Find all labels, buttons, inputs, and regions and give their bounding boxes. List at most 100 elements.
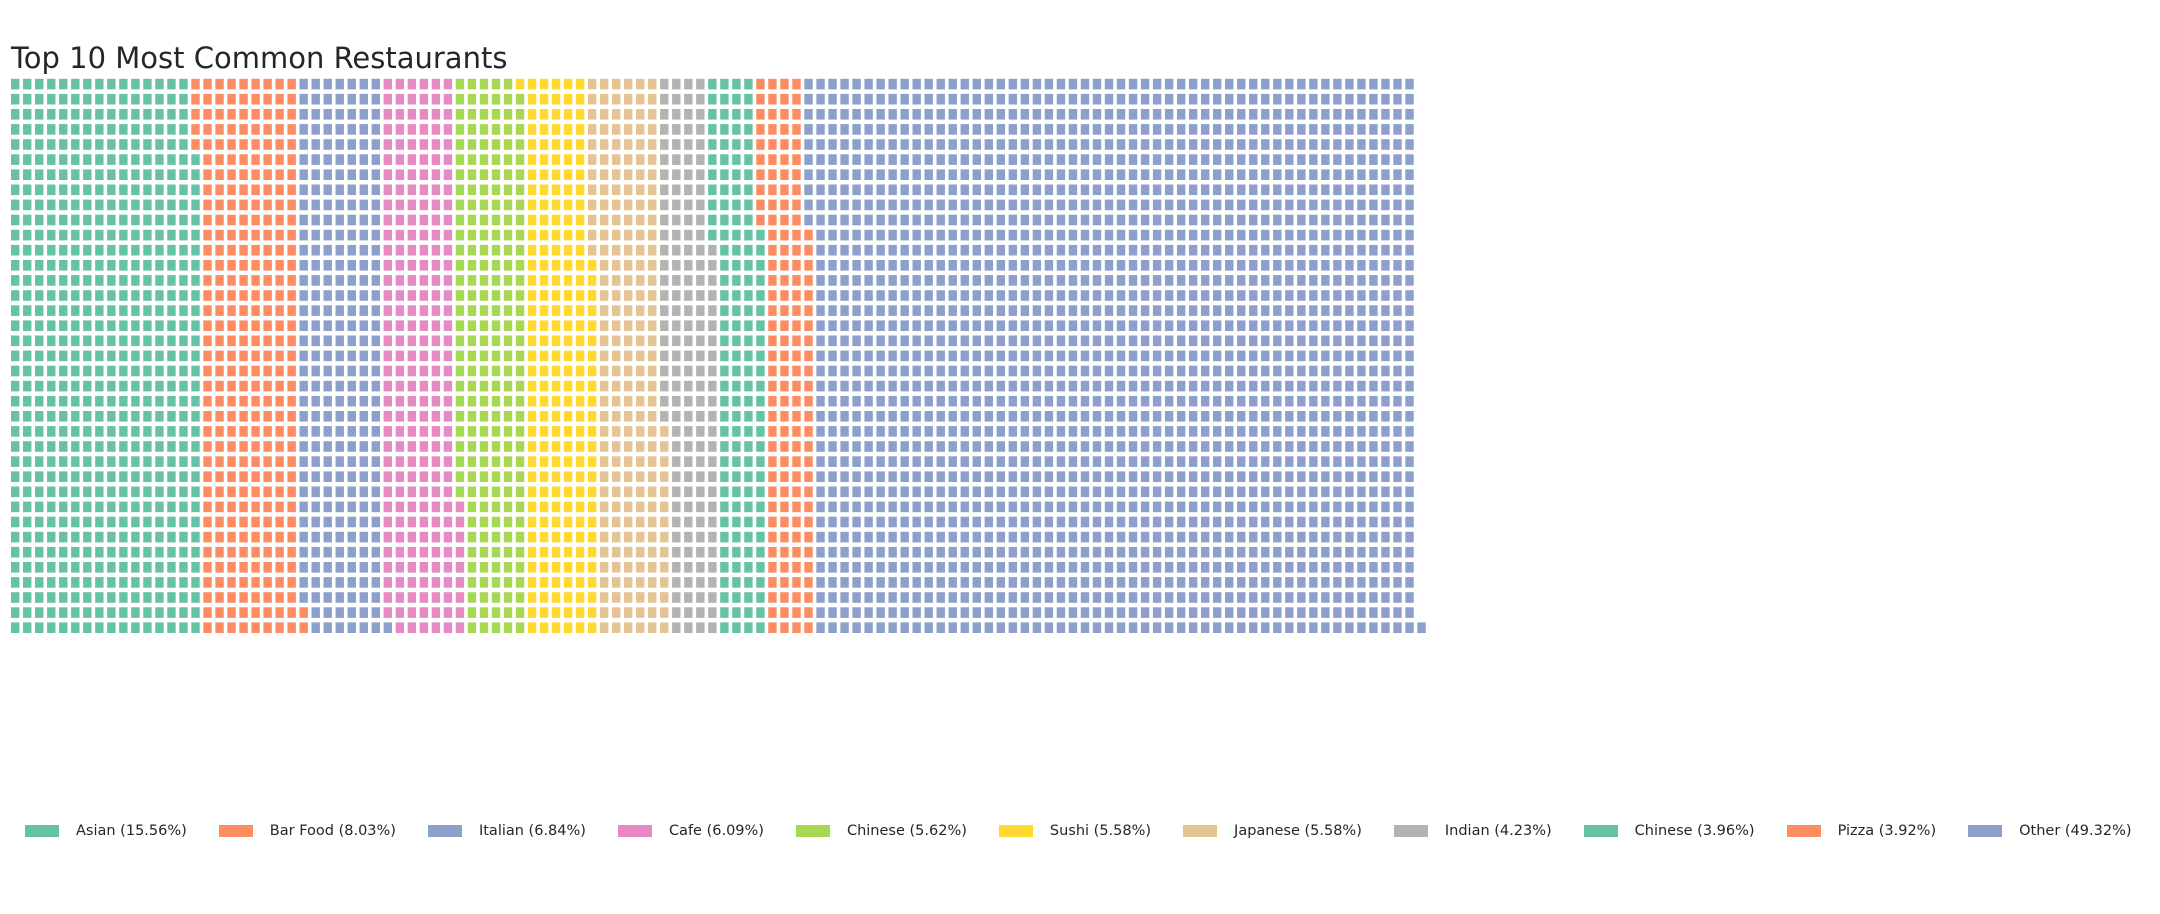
waffle-cell [672,93,681,105]
waffle-cell [539,411,549,422]
waffle-cell [1309,169,1318,180]
waffle-cell [23,320,32,331]
waffle-cell [1116,441,1126,452]
waffle-cell [131,290,140,301]
waffle-cell [599,275,609,286]
waffle-cell [636,380,645,392]
waffle-cell [804,516,813,528]
waffle-cell [1056,229,1066,241]
waffle-cell [696,229,705,241]
waffle-cell [419,426,429,437]
waffle-cell [864,577,873,588]
waffle-cell [1249,441,1258,452]
waffle-cell [768,592,777,603]
waffle-cell [840,411,849,422]
waffle-cell [1104,260,1114,271]
waffle-cell [828,546,837,558]
waffle-cell [1237,395,1246,407]
waffle-cell [47,93,56,105]
waffle-cell [936,471,945,482]
waffle-cell [539,275,549,286]
waffle-cell [167,411,176,422]
waffle-cell [660,622,669,633]
waffle-cell [1405,169,1414,180]
waffle-cell [515,365,525,377]
waffle-cell [323,531,332,543]
waffle-cell [1249,516,1258,528]
waffle-cell [371,154,380,165]
waffle-cell [587,320,597,331]
waffle-cell [804,290,813,301]
waffle-cell [696,501,705,513]
waffle-cell [311,320,320,331]
waffle-cell [563,577,573,588]
waffle-cell [59,426,68,437]
waffle-cell [1213,501,1222,513]
waffle-cell [299,124,308,135]
waffle-cell [648,124,657,135]
waffle-cell [443,214,453,226]
waffle-cell [732,335,741,347]
waffle-cell [792,78,801,90]
waffle-cell [1152,199,1162,211]
waffle-cell [251,109,260,120]
waffle-cell [1405,411,1414,422]
waffle-cell [1200,531,1210,543]
waffle-cell [1080,184,1090,196]
waffle-cell [503,275,513,286]
waffle-cell [684,516,693,528]
waffle-cell [1273,395,1282,407]
waffle-cell [1032,93,1042,105]
waffle-cell [1393,184,1402,196]
waffle-cell [936,516,945,528]
waffle-cell [1405,577,1414,588]
waffle-cell [1393,426,1402,437]
waffle-cell [203,139,212,150]
waffle-cell [780,244,789,256]
waffle-cell [708,441,717,452]
waffle-cell [431,229,441,241]
waffle-cell [1104,320,1114,331]
waffle-cell [1381,78,1390,90]
waffle-cell [948,456,957,467]
waffle-cell [95,486,104,498]
waffle-cell [888,244,897,256]
waffle-cell [804,305,813,316]
waffle-cell [131,320,140,331]
waffle-cell [1237,154,1246,165]
waffle-cell [587,184,597,196]
waffle-cell [215,184,224,196]
waffle-cell [383,214,393,226]
waffle-cell [1164,380,1174,392]
waffle-cell [780,516,789,528]
waffle-cell [876,260,885,271]
waffle-cell [804,320,813,331]
waffle-cell [263,426,272,437]
waffle-cell [1405,426,1414,437]
waffle-cell [71,139,80,150]
waffle-cell [1188,109,1198,120]
waffle-cell [960,365,969,377]
waffle-cell [936,607,945,618]
waffle-cell [1249,214,1258,226]
waffle-cell [756,350,765,362]
waffle-cell [804,229,813,241]
waffle-cell [587,290,597,301]
waffle-cell [539,350,549,362]
waffle-cell [984,154,994,165]
waffle-cell [95,124,104,135]
waffle-cell [419,93,429,105]
waffle-cell [876,380,885,392]
waffle-cell [203,335,212,347]
waffle-cell [1285,395,1294,407]
waffle-cell [167,546,176,558]
waffle-cell [563,199,573,211]
waffle-cell [804,93,813,105]
waffle-cell [1225,411,1234,422]
waffle-cell [107,305,116,316]
waffle-cell [539,229,549,241]
waffle-cell [167,199,176,211]
waffle-cell [804,546,813,558]
waffle-cell [491,78,501,90]
waffle-cell [780,592,789,603]
